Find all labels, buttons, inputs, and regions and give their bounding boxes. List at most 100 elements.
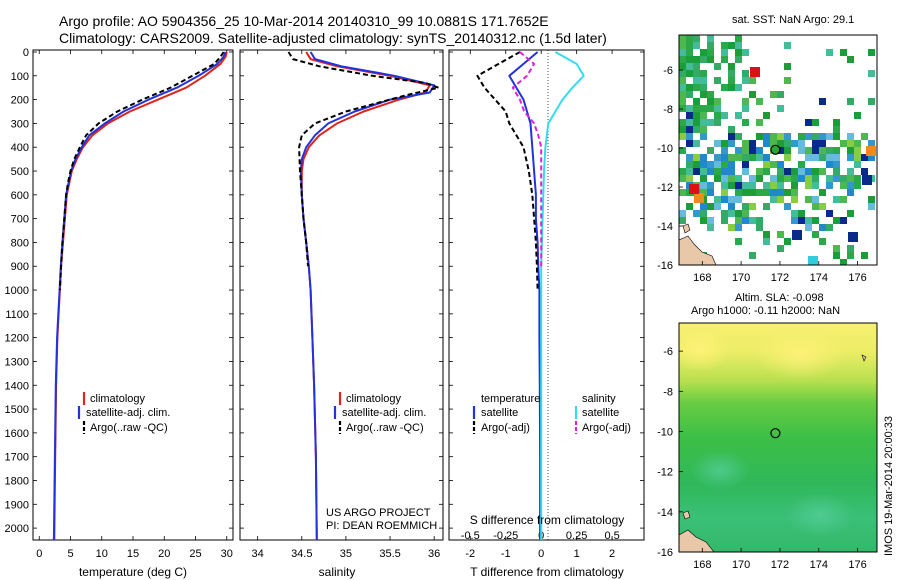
sst-cell: [812, 175, 819, 182]
sst-cell: [679, 70, 686, 77]
depth-tick-label: 1600: [5, 428, 29, 440]
sst-cell: [805, 119, 812, 126]
sst-cell: [707, 161, 714, 168]
sst-cell: [833, 154, 840, 161]
s-difference-tick-label: -0.25: [493, 530, 518, 542]
sst-cell: [742, 154, 749, 161]
sst-cell: [805, 182, 812, 189]
legend-label: satellite: [582, 407, 619, 419]
sst-cell: [749, 147, 756, 154]
sst-cell: [770, 196, 777, 203]
sst-cell: [679, 84, 686, 91]
sst-cell: [805, 168, 812, 175]
sst-cell: [700, 210, 707, 217]
sst-cell: [728, 126, 735, 133]
sla-anomaly: [690, 450, 750, 490]
depth-tick-label: 700: [11, 214, 29, 226]
sst-cell: [686, 105, 693, 112]
sst-cell: [770, 189, 777, 196]
series-climatology: [53, 51, 228, 540]
sst-cell: [686, 112, 693, 119]
s-difference-tick-label: 0.25: [566, 530, 587, 542]
sst-cell: [749, 189, 756, 196]
sst-cell: [679, 189, 686, 196]
sst-cell: [686, 35, 693, 42]
legend-label: Argo(-adj): [481, 422, 530, 434]
legend-label: Argo(-adj): [582, 422, 631, 434]
sst-cell: [847, 147, 854, 154]
sst-cell: [826, 182, 833, 189]
sst-cell: [742, 105, 749, 112]
sst-cell: [679, 147, 686, 154]
sst-cell: [693, 112, 700, 119]
sst-cell: [742, 161, 749, 168]
sst-cell: [742, 168, 749, 175]
sst-cell: [700, 49, 707, 56]
depth-tick-label: 400: [11, 142, 29, 154]
sst-cell: [721, 210, 728, 217]
sst-cell: [840, 259, 847, 265]
salinity-tick-label: 36: [428, 548, 440, 560]
sst-cell: [721, 154, 728, 161]
depth-tick-label: 600: [11, 190, 29, 202]
t-difference-tick-label: 1: [574, 548, 580, 560]
sst-cell: [840, 140, 847, 147]
sst-cell: [861, 168, 868, 175]
sst-cell: [826, 210, 833, 217]
sst-cell: [805, 217, 812, 224]
sst-cell: [707, 105, 714, 112]
sst-cell: [679, 105, 686, 112]
sst-cell: [861, 154, 868, 161]
salinity-tick-label: 34: [252, 548, 264, 560]
sst-cell: [721, 189, 728, 196]
sst-cell: [784, 140, 791, 147]
sst-cell-highlight: [866, 146, 876, 156]
sst-cell: [833, 168, 840, 175]
sst-cell: [777, 175, 784, 182]
sst-cell: [714, 98, 721, 105]
sst-cell: [812, 196, 819, 203]
sst-cell: [686, 84, 693, 91]
sst-cell: [812, 133, 819, 140]
map-lon-label: 174: [810, 272, 828, 284]
sst-cell: [854, 161, 861, 168]
sst-cell: [735, 182, 742, 189]
sst-cell: [728, 210, 735, 217]
sst-cell: [791, 210, 798, 217]
map-lat-label: -6: [663, 346, 673, 358]
s-difference-tick-label: 0.5: [604, 530, 619, 542]
sst-cell: [770, 175, 777, 182]
sst-cell: [777, 231, 784, 238]
sst-cell: [693, 63, 700, 70]
sst-cell: [826, 133, 833, 140]
sst-cell: [777, 133, 784, 140]
sst-cell: [847, 133, 854, 140]
temperature-tick-label: 25: [189, 548, 201, 560]
depth-tick-label: 500: [11, 166, 29, 178]
depth-tick-label: 1900: [5, 499, 29, 511]
argo-position-marker: [770, 428, 781, 439]
sst-cell: [763, 238, 770, 245]
sst-cell: [714, 77, 721, 84]
sst-cell: [686, 42, 693, 49]
project-label: US ARGO PROJECT: [326, 507, 431, 519]
sst-cell: [784, 238, 791, 245]
sst-cell: [728, 182, 735, 189]
sst-cell: [777, 182, 784, 189]
sst-cell: [721, 182, 728, 189]
sst-cell: [728, 42, 735, 49]
sst-cell: [742, 203, 749, 210]
sst-cell: [700, 112, 707, 119]
sst-cell: [840, 217, 847, 224]
sst-cell: [686, 63, 693, 70]
sst-cell: [798, 161, 805, 168]
sst-cell: [742, 119, 749, 126]
sst-cell: [812, 217, 819, 224]
sst-cell: [686, 91, 693, 98]
sst-cell: [679, 133, 686, 140]
sst-cell: [735, 84, 742, 91]
s-difference-tick-label: -0.5: [461, 530, 480, 542]
sst-cell: [742, 210, 749, 217]
sst-cell: [840, 182, 847, 189]
sst-cell: [735, 35, 742, 42]
